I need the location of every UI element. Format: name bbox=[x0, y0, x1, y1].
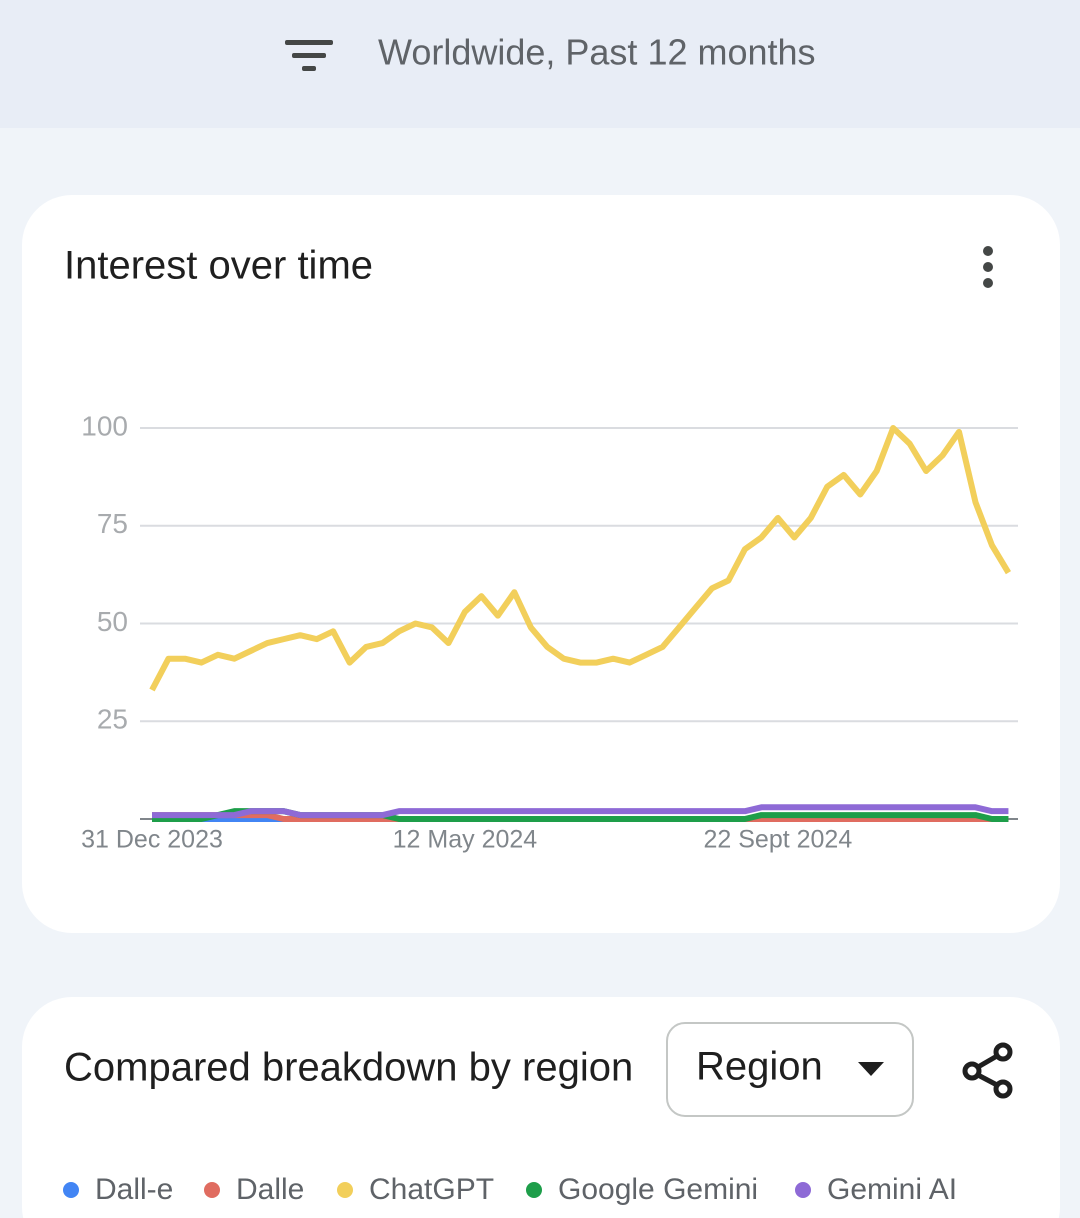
legend-swatch bbox=[63, 1182, 79, 1198]
dropdown-arrow bbox=[858, 1062, 884, 1076]
share-icon[interactable] bbox=[962, 1042, 1013, 1099]
y-tick-label: 75 bbox=[97, 508, 128, 539]
region-dropdown[interactable] bbox=[666, 1022, 914, 1117]
legend: Dall-e Dalle ChatGPT Google Gemini Gemini AI bbox=[63, 1173, 957, 1206]
legend-swatch bbox=[337, 1182, 353, 1198]
interest-card bbox=[22, 195, 1060, 933]
legend-label: Google Gemini bbox=[558, 1173, 758, 1206]
legend-label: ChatGPT bbox=[369, 1173, 494, 1206]
legend-label: Gemini AI bbox=[827, 1173, 957, 1206]
card-title: Interest over time bbox=[64, 244, 373, 288]
legend-swatch bbox=[795, 1182, 811, 1198]
filter-icon[interactable] bbox=[285, 40, 333, 71]
legend-label: Dall-e bbox=[95, 1173, 173, 1206]
x-tick-label: 31 Dec 2023 bbox=[81, 826, 223, 854]
filter-text[interactable]: Worldwide, Past 12 months bbox=[378, 32, 816, 73]
dropdown-label: Region bbox=[696, 1045, 823, 1089]
x-tick-label: 12 May 2024 bbox=[393, 826, 538, 854]
y-tick-label: 50 bbox=[97, 606, 128, 637]
series-line bbox=[149, 425, 1012, 692]
y-tick-label: 100 bbox=[81, 410, 128, 441]
card-title: Compared breakdown by region bbox=[64, 1046, 633, 1090]
legend-swatch bbox=[204, 1182, 220, 1198]
series-line bbox=[152, 804, 1009, 819]
plot: 25 50 75 100 31 Dec 2023 12 May 2024 22 Sept 2… bbox=[81, 410, 1018, 854]
y-tick-label: 25 bbox=[97, 704, 128, 735]
more-menu[interactable] bbox=[983, 246, 993, 288]
header-bar bbox=[0, 0, 1080, 128]
legend-label: Dalle bbox=[236, 1173, 304, 1206]
x-tick-label: 22 Sept 2024 bbox=[703, 826, 852, 854]
legend-swatch bbox=[526, 1182, 542, 1198]
